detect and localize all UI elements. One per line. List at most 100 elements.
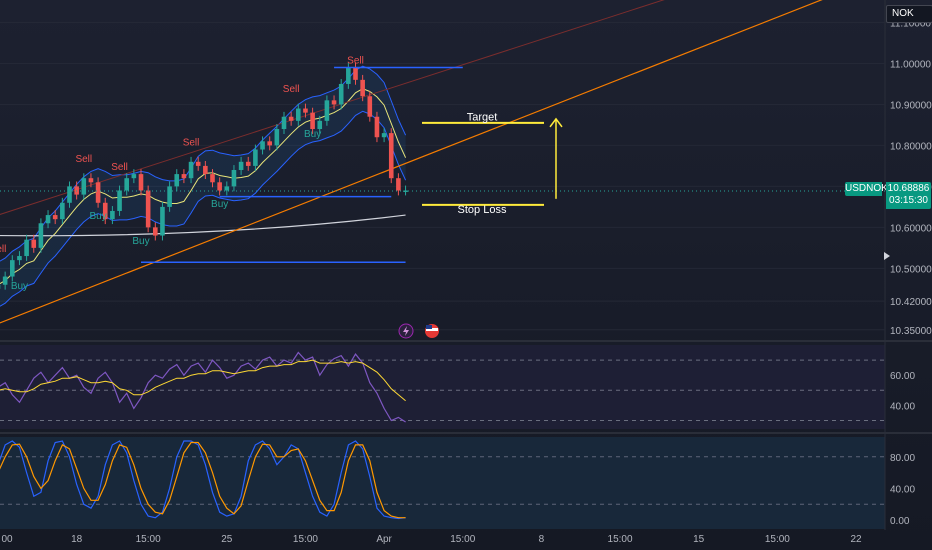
time-tick-label: 25 — [221, 534, 233, 545]
sell-signal-label: Sell — [183, 137, 200, 148]
candle-body — [67, 186, 72, 203]
price-tick-label: 10.50000 — [890, 264, 932, 275]
buy-signal-label: Buy — [132, 236, 149, 247]
candle-body — [81, 178, 87, 195]
rsi-line — [0, 351, 406, 423]
currency-label: NOK — [892, 8, 914, 19]
price-tick-label: 10.80000 — [890, 141, 932, 152]
candle-body — [210, 174, 215, 183]
candle-body — [110, 210, 115, 220]
candle-body — [24, 239, 29, 257]
lower-band-line — [0, 110, 407, 307]
candle-body — [245, 161, 251, 166]
flag-canton — [426, 325, 432, 329]
candle-body — [174, 174, 180, 187]
candle-body — [338, 83, 344, 105]
candle-body — [296, 108, 301, 121]
buy-signal-label: Buy — [304, 129, 321, 140]
candle-body — [238, 161, 244, 170]
stoch-k-line — [0, 440, 406, 520]
slow-ma-line — [0, 214, 406, 237]
time-tick-label: 00 — [1, 534, 13, 545]
sell-signal-label: Sell — [75, 154, 92, 165]
target-arrow-head — [549, 117, 563, 128]
rsi-tick-label: 40.00 — [890, 401, 915, 412]
candle-body — [224, 186, 230, 191]
stop-loss-label: Stop Loss — [458, 204, 507, 216]
time-tick-label: 15:00 — [608, 534, 633, 545]
sell-signal-label: Sell — [111, 162, 128, 173]
candle-body — [274, 129, 280, 146]
candle-body — [396, 178, 401, 191]
candle-body — [95, 182, 101, 203]
stoch-tick-label: 0.00 — [890, 516, 910, 527]
price-tick-label: 10.35000 — [890, 326, 932, 337]
buy-signal-label: Buy — [11, 281, 28, 292]
rsi-signal-line — [0, 359, 406, 402]
time-tick-label: Apr — [376, 534, 392, 545]
candle-body — [381, 133, 387, 138]
price-tick-label: 10.60000 — [890, 223, 932, 234]
time-tick-label: 15 — [693, 534, 705, 545]
candle-body — [145, 190, 151, 228]
candle-body — [346, 67, 351, 84]
candle-body — [88, 178, 94, 183]
time-tick-label: 18 — [71, 534, 83, 545]
candle-body — [388, 133, 394, 179]
time-tick-label: 15:00 — [450, 534, 475, 545]
candle-body — [117, 190, 122, 211]
target-label: Target — [467, 112, 498, 124]
channel-top-line — [0, 0, 665, 215]
flag-stripe — [426, 328, 438, 331]
price-tick-label: 11.10000 — [890, 18, 931, 29]
candle-body — [403, 190, 408, 192]
candle-body — [124, 178, 129, 191]
stoch-tick-label: 80.00 — [890, 453, 915, 464]
scroll-marker-icon — [884, 252, 890, 260]
candle-body — [288, 116, 294, 121]
time-tick-label: 22 — [850, 534, 862, 545]
candle-body — [303, 108, 308, 113]
price-tick-label: 10.42000 — [890, 297, 932, 308]
sell-signal-label: Sell — [0, 244, 6, 255]
candle-body — [360, 79, 365, 97]
candle-body — [138, 174, 144, 191]
candle-body — [281, 116, 287, 130]
stoch-pane-bg — [0, 437, 885, 529]
candle-body — [253, 149, 258, 166]
time-tick-label: 8 — [539, 534, 545, 545]
last-price-value: 10.68886 — [887, 183, 930, 194]
candle-body — [10, 260, 15, 277]
band-fill — [0, 66, 406, 307]
candle-body — [203, 165, 208, 175]
time-tick-label: 15:00 — [765, 534, 790, 545]
price-tick-label: 11.00000 — [890, 59, 931, 70]
candle-body — [38, 223, 44, 248]
candle-body — [153, 227, 158, 236]
sell-signal-label: Sell — [283, 84, 300, 95]
candle-body — [181, 174, 187, 179]
time-tick-label: 15:00 — [136, 534, 161, 545]
candle-body — [317, 120, 323, 130]
candle-body — [188, 161, 194, 179]
symbol-tag: USDNOK — [845, 182, 888, 196]
rsi-tick-label: 60.00 — [890, 371, 915, 382]
candle-body — [267, 141, 272, 146]
currency-badge[interactable]: NOK — [886, 5, 932, 23]
candle-body — [167, 186, 172, 207]
candle-body — [231, 170, 237, 187]
candle-body — [331, 100, 337, 105]
candle-body — [2, 276, 8, 285]
candle-body — [60, 202, 65, 220]
candle-body — [195, 161, 201, 166]
candle-body — [102, 202, 108, 220]
candle-body — [374, 116, 380, 138]
candle-body — [160, 206, 165, 236]
lightning-glyph — [403, 326, 409, 336]
candle-body — [45, 215, 51, 224]
sell-signal-label: Sell — [347, 55, 364, 66]
candle-body — [31, 239, 37, 248]
rsi-pane-bg — [0, 345, 885, 429]
